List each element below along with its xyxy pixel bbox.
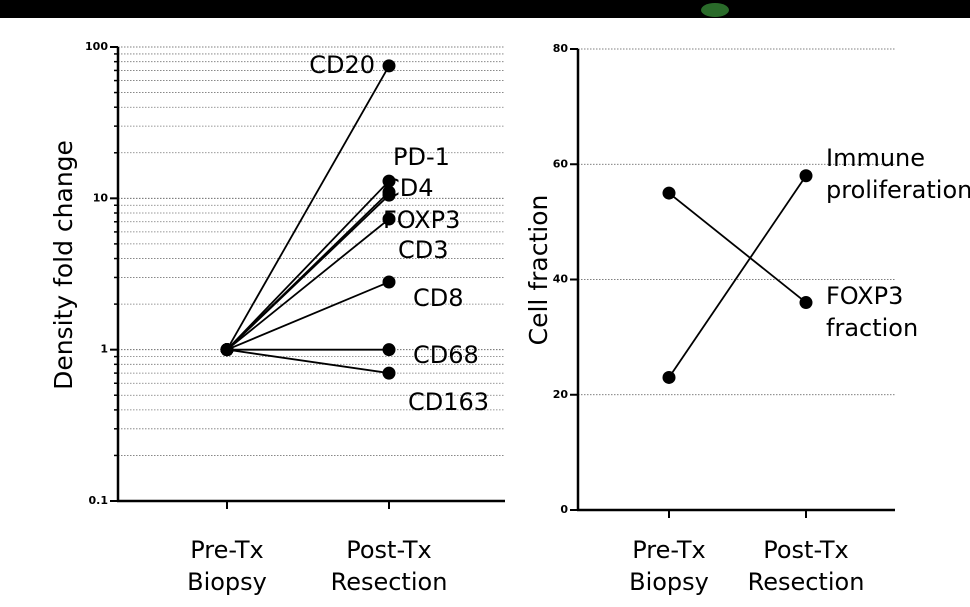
y-axis-title: Cell fraction (524, 195, 553, 346)
x-tick-label: Post-Tx Resection (330, 536, 448, 596)
point (382, 366, 396, 380)
header-bar (0, 0, 970, 18)
y-tick-label: 0 (560, 503, 568, 516)
series-line (226, 348, 390, 374)
series-label: CD163 (408, 388, 489, 416)
point (799, 169, 813, 183)
series-label: CD8 (413, 284, 464, 312)
series-label: CD3 (398, 236, 449, 264)
series-line (226, 194, 390, 351)
series-line (226, 281, 390, 351)
series-line (668, 192, 807, 304)
point (382, 174, 396, 188)
y-tick-label: 80 (553, 42, 569, 55)
point (382, 343, 396, 357)
point (382, 188, 396, 202)
series-label: Immune proliferation (826, 144, 970, 204)
y-tick-label: 10 (93, 191, 109, 204)
y-tick-label: 0.1 (89, 494, 109, 507)
series-label: PD-1 (393, 143, 450, 171)
header-decoration (701, 3, 729, 17)
y-tick-label: 100 (85, 40, 108, 53)
y-axis-title: Density fold change (49, 140, 78, 390)
point (382, 212, 396, 226)
series-label: CD20 (309, 51, 375, 79)
y-tick-label: 40 (553, 273, 569, 286)
point (382, 59, 396, 73)
series-label: CD68 (413, 341, 479, 369)
x-tick-label: Post-Tx Resection (747, 536, 865, 596)
point (220, 343, 234, 357)
series-line (668, 175, 807, 378)
x-tick-label: Pre-Tx Biopsy (629, 536, 709, 596)
series-line (226, 180, 390, 351)
series-line (226, 65, 390, 351)
series-label: FOXP3 (383, 206, 460, 234)
series-line (226, 218, 390, 351)
series-label: FOXP3 fraction (826, 282, 919, 342)
y-tick-label: 1 (100, 343, 108, 356)
point (382, 275, 396, 289)
y-tick-label: 60 (553, 157, 569, 170)
point (662, 186, 676, 200)
point (662, 370, 676, 384)
y-tick-label: 20 (553, 388, 569, 401)
point (799, 296, 813, 310)
x-tick-label: Pre-Tx Biopsy (187, 536, 267, 596)
